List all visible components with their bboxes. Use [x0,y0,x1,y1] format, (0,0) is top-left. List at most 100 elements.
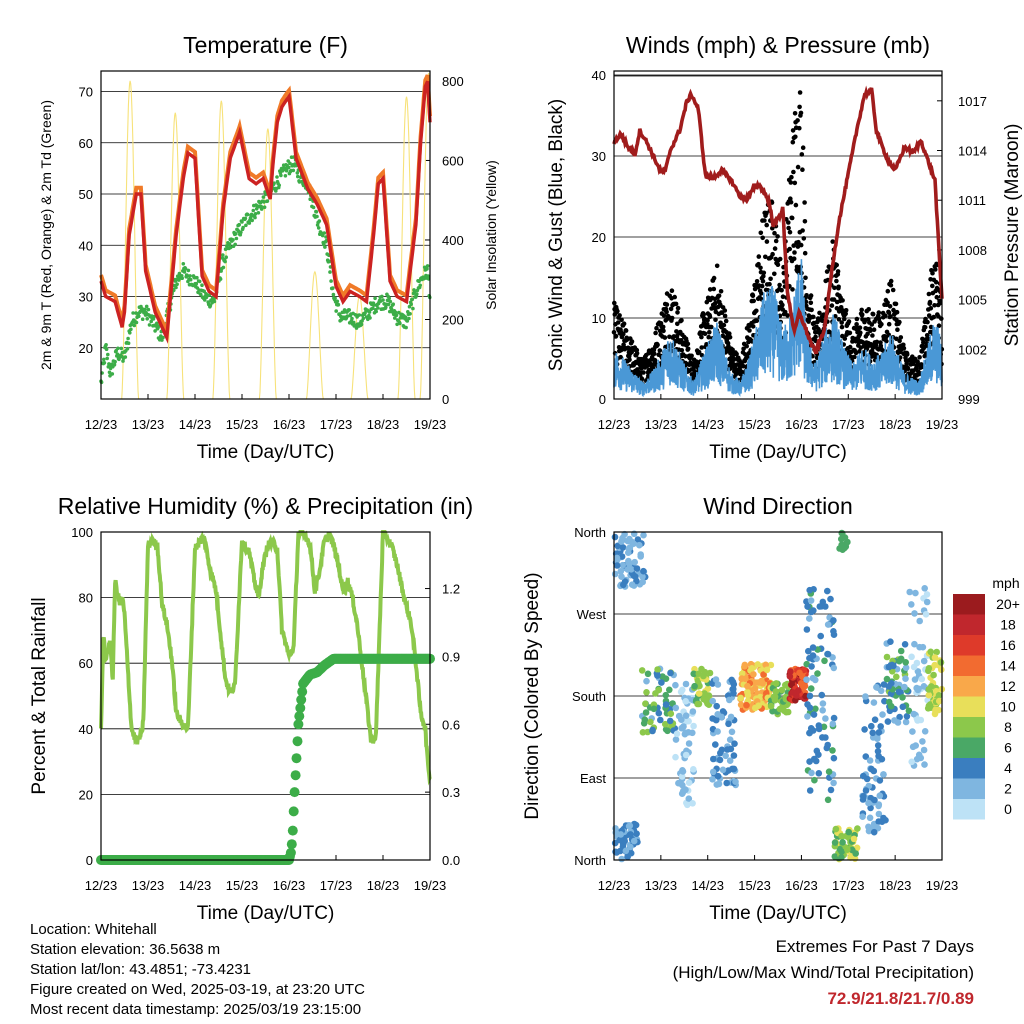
direction-point [913,684,920,692]
direction-point [731,740,738,747]
gust-point [689,353,694,359]
direction-point [730,690,737,697]
gust-point [662,335,668,340]
precip-point [295,703,306,713]
direction-point [824,621,832,628]
direction-point [810,607,817,614]
direction-point [807,685,815,692]
gust-point [722,308,728,313]
direction-point [613,554,621,562]
direction-point [682,786,689,794]
dewpoint-point [381,298,385,302]
colorbar-label: 10 [1000,699,1016,715]
direction-point [654,666,661,673]
direction-point [611,570,619,578]
gust-point [721,322,727,328]
gust-point [824,269,830,274]
gust-point [657,348,663,353]
dewpoint-point [177,271,182,276]
dewpoint-point [137,314,141,319]
gust-point [815,316,821,321]
gust-point [847,344,853,350]
y2-tick-label: 0.6 [442,717,460,732]
direction-point [673,730,681,738]
dewpoint-point [387,296,392,301]
gust-point [798,110,804,116]
gust-point [699,334,704,340]
direction-point [871,716,879,723]
dewpoint-point [131,311,135,315]
dewpoint-point [351,320,356,325]
gust-point [869,322,875,327]
direction-point [829,747,836,754]
figure-created: Figure created on Wed, 2025-03-19, at 23… [30,981,365,998]
direction-point [755,702,762,709]
dewpoint-point [231,238,235,242]
dewpoint-point [180,276,184,281]
direction-point [806,704,814,712]
gust-point [803,275,808,281]
direction-point [642,709,650,716]
direction-point [611,839,619,847]
precip-series [96,653,435,865]
direction-point [664,727,671,735]
direction-point [672,704,680,712]
dewpoint-point [241,225,245,230]
direction-point [642,700,649,707]
gust-point [707,314,713,320]
y-tick-label: 0 [599,392,606,407]
direction-point [619,544,627,551]
gust-point [782,309,788,315]
panel-title: Winds (mph) & Pressure (mb) [626,32,930,58]
direction-point [910,710,918,718]
solar-curve [258,128,277,400]
dewpoint-point [121,359,125,363]
direction-point [937,659,945,666]
dewpoint-point [359,322,364,327]
gust-point [840,298,845,303]
y-tick-label: 80 [79,591,93,606]
dewpoint-point [149,319,153,324]
gust-point [792,180,798,186]
gust-point [761,270,767,276]
station-latlon: Station lat/lon: 43.4851; -73.4231 [30,961,252,978]
direction-point [712,741,719,748]
gust-point [756,254,762,259]
gust-point [904,352,910,357]
direction-point [815,725,823,733]
dewpoint-point [134,320,139,325]
x-tick-label: 16/23 [785,417,818,432]
y-tick-label: 30 [592,149,606,164]
direction-point [682,729,689,736]
gust-point [901,342,906,348]
dewpoint-point [175,282,179,287]
gust-point [654,325,659,331]
gust-point [933,279,939,285]
gust-point [797,125,802,131]
direction-point [641,716,649,723]
direction-point [789,689,797,696]
gust-point [787,229,793,235]
gust-point [878,340,883,345]
station-info: Location: Whitehall Station elevation: 3… [30,920,365,1020]
direction-point [714,711,721,718]
direction-point [875,818,882,825]
y2-tick-label: 0.9 [442,649,460,664]
gust-point [917,355,922,360]
dewpoint-point [152,314,156,319]
gust-point [756,261,761,267]
gust-point [834,262,839,268]
pressure-line [612,85,944,355]
direction-point [620,581,627,589]
direction-point [861,726,868,733]
dewpoint-point [345,314,350,318]
direction-point [865,799,872,807]
direction-point [689,729,696,737]
direction-point [751,685,759,692]
gust-point [800,167,805,172]
dewpoint-point [256,211,261,215]
gust-point [802,200,807,205]
dewpoint-point [203,298,207,302]
dewpoint-point [408,312,412,316]
dewpoint-series [99,155,432,385]
